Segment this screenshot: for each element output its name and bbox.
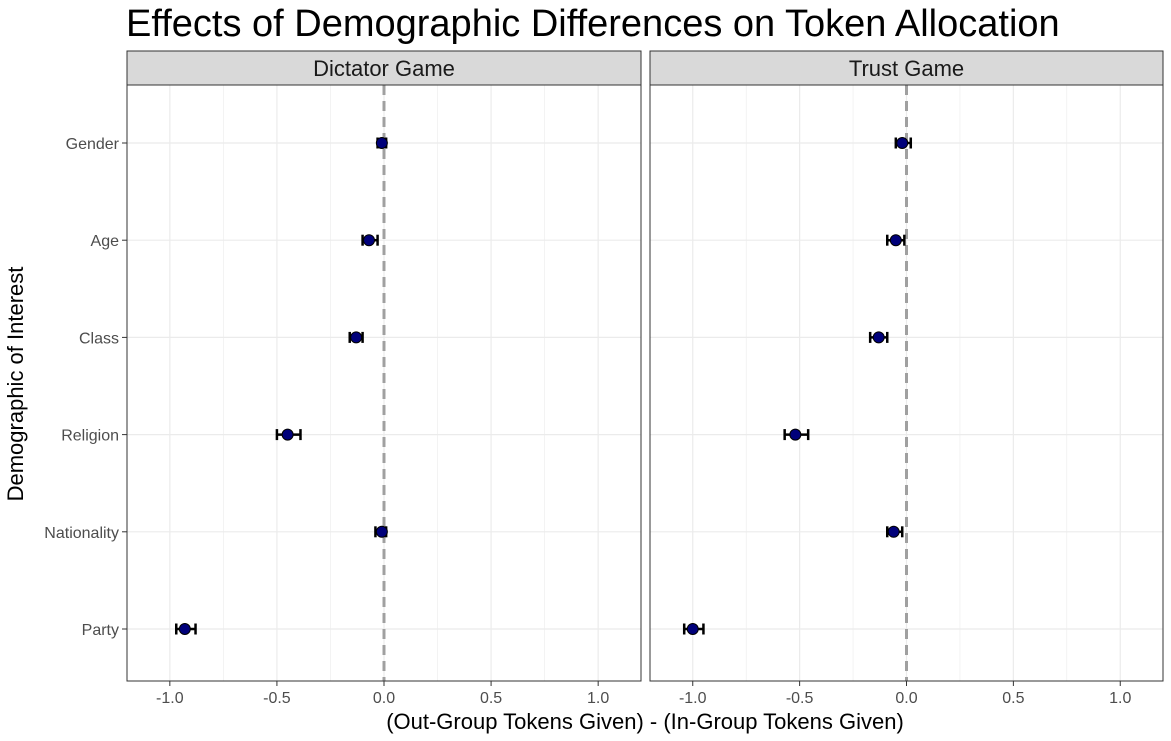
y-tick-label: Age	[91, 233, 120, 250]
x-tick-label: -1.0	[679, 690, 707, 707]
data-point-group	[375, 137, 388, 149]
data-point	[375, 525, 388, 538]
data-point	[889, 234, 902, 247]
y-axis: Gender Age Class Religion Nationality Party	[44, 136, 127, 639]
x-tick-label: 0.5	[480, 690, 502, 707]
data-point	[281, 428, 294, 441]
data-point	[363, 234, 376, 247]
data-point	[350, 331, 363, 344]
facet-strip	[126, 50, 642, 86]
data-point-group	[886, 525, 904, 538]
data-point-group	[886, 234, 906, 247]
x-tick-label: 1.0	[587, 690, 609, 707]
data-point	[887, 525, 900, 538]
y-tick-label: Religion	[61, 428, 119, 445]
data-point-group	[783, 428, 810, 441]
data-point-group	[348, 331, 364, 344]
x-tick-label: -0.5	[786, 690, 814, 707]
data-point	[896, 137, 909, 149]
y-tick-label: Class	[79, 330, 119, 347]
facet-strip-label: Dictator Game	[313, 56, 455, 81]
data-point	[375, 137, 388, 149]
data-point-group	[894, 137, 913, 149]
x-tick-label: -0.5	[263, 690, 291, 707]
data-point-group	[361, 234, 379, 247]
y-tick-label: Party	[82, 622, 119, 639]
data-point-group	[682, 623, 705, 635]
facet-strip	[649, 50, 1164, 86]
data-point	[686, 623, 699, 635]
x-tick-label: 0.0	[895, 690, 917, 707]
data-point-group	[275, 428, 302, 441]
x-tick-label: -1.0	[156, 690, 184, 707]
data-point	[789, 428, 802, 441]
facet-panel: Trust Game -1.0 -0.5 0.0 0.5 1.0	[649, 50, 1164, 707]
y-tick-label: Nationality	[44, 525, 119, 542]
data-point-group	[868, 331, 889, 344]
data-point-group	[374, 525, 388, 538]
facet-strip-label: Trust Game	[849, 56, 964, 81]
x-tick-label: 0.5	[1002, 690, 1024, 707]
y-axis-title: Demographic of Interest	[3, 267, 28, 502]
data-point	[178, 623, 191, 635]
x-axis-title: (Out-Group Tokens Given) - (In-Group Tok…	[386, 709, 904, 734]
data-point-group	[175, 623, 197, 635]
y-tick-label: Gender	[66, 136, 120, 153]
chart-title: Effects of Demographic Differences on To…	[126, 3, 1060, 45]
data-point	[872, 331, 885, 344]
x-tick-label: 0.0	[373, 690, 395, 707]
facet-panel: Dictator Game -1.0 -0.5 0.0 0.5 1.0	[126, 50, 642, 707]
x-tick-label: 1.0	[1109, 690, 1131, 707]
